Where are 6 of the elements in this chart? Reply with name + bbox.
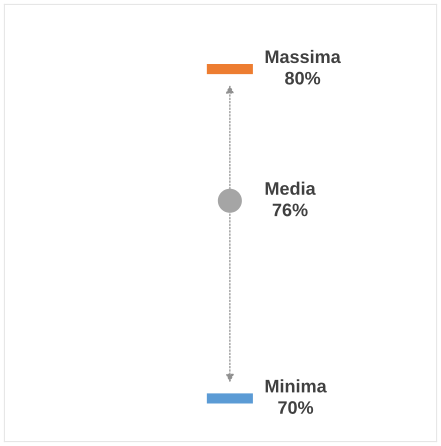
- data-label: 76%: [272, 204, 308, 216]
- data-label: 70%: [278, 401, 314, 414]
- legend-label: Media: [266, 182, 316, 195]
- legend-label: Minima: [266, 379, 327, 393]
- legend-label: Massima: [266, 50, 341, 64]
- data-label: 80%: [285, 72, 320, 85]
